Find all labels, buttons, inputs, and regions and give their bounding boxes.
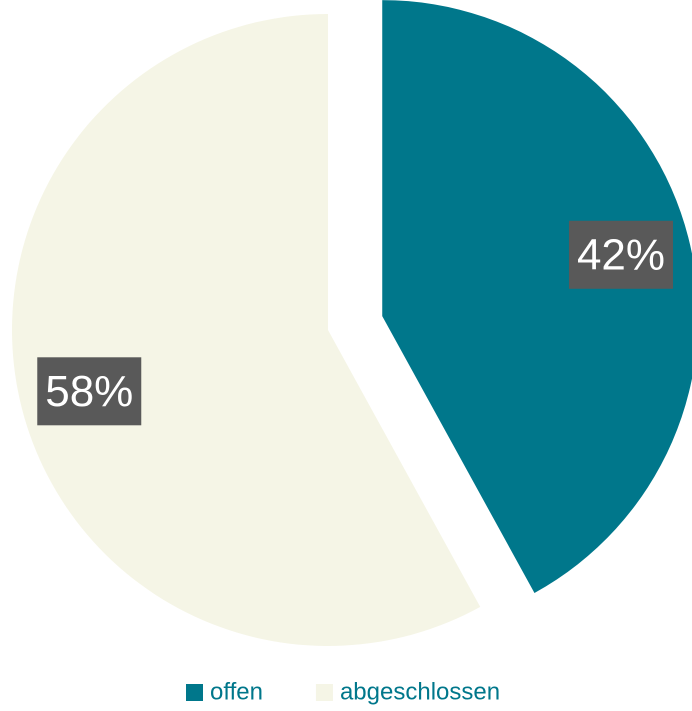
data-label-box: [37, 357, 142, 426]
data-label: 42%: [577, 230, 665, 279]
pie-slice: [382, 0, 692, 593]
pie-slice: [12, 14, 481, 646]
legend-swatch: [186, 684, 203, 701]
legend-swatch: [315, 684, 333, 701]
legend-label: abgeschlossen: [340, 679, 500, 706]
legend-label: offen: [210, 679, 263, 706]
data-label-box: [568, 220, 673, 289]
data-label: 58%: [45, 367, 133, 416]
